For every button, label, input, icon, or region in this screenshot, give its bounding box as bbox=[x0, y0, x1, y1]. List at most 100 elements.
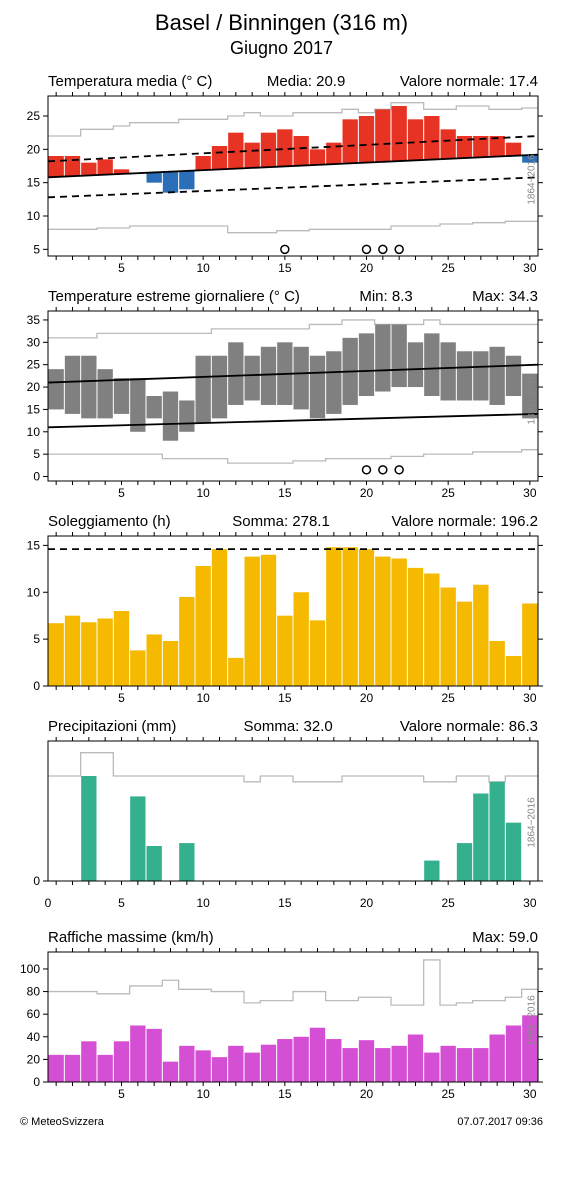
sunshine-bar bbox=[506, 656, 521, 686]
svg-text:25: 25 bbox=[441, 896, 455, 910]
temperature-bar bbox=[212, 146, 227, 169]
temperature-bar bbox=[424, 116, 439, 160]
period-subtitle: Giugno 2017 bbox=[10, 38, 553, 59]
svg-text:15: 15 bbox=[27, 402, 41, 416]
range-bar bbox=[261, 347, 276, 405]
range-bar bbox=[441, 342, 456, 400]
svg-text:25: 25 bbox=[441, 1087, 455, 1100]
precip-bar bbox=[490, 782, 505, 881]
reference-period-label: 1864−2016 bbox=[526, 797, 537, 847]
temperature-mean-chart: 51015202551015202530 bbox=[10, 92, 553, 274]
gust-bar bbox=[343, 1048, 358, 1082]
svg-text:25: 25 bbox=[441, 486, 455, 499]
sunshine-bar bbox=[130, 650, 145, 686]
wind-gust-chart: 02040608010051015202530 bbox=[10, 948, 553, 1100]
temperature-bar bbox=[277, 129, 292, 166]
range-bar bbox=[375, 324, 390, 391]
chart-stat: Valore normale: 86.3 bbox=[400, 718, 538, 735]
sunshine-bar bbox=[147, 634, 162, 686]
chart-block: Temperatura media (° C)Media: 20.9Valore… bbox=[10, 73, 553, 274]
chart-stat: Valore normale: 196.2 bbox=[392, 513, 538, 530]
svg-text:15: 15 bbox=[278, 896, 292, 910]
precipitation-chart: 0051015202530 bbox=[10, 737, 553, 915]
sunshine-bar bbox=[49, 623, 64, 686]
gust-bar bbox=[261, 1045, 276, 1082]
svg-text:35: 35 bbox=[27, 313, 41, 327]
range-bar bbox=[457, 351, 472, 400]
sunshine-bar bbox=[392, 559, 407, 687]
chart-axis-title: Precipitazioni (mm) bbox=[48, 718, 176, 735]
sunshine-bar bbox=[228, 658, 243, 686]
range-bar bbox=[65, 356, 80, 414]
chart-block: Soleggiamento (h)Somma: 278.1Valore norm… bbox=[10, 513, 553, 704]
sunshine-bar bbox=[490, 641, 505, 686]
gust-bar bbox=[326, 1039, 341, 1082]
chart-stat: Max: 34.3 bbox=[472, 288, 538, 305]
gust-bar bbox=[163, 1062, 178, 1082]
sunshine-bar bbox=[326, 547, 341, 686]
gust-bar bbox=[277, 1039, 292, 1082]
svg-text:15: 15 bbox=[27, 538, 41, 552]
range-bar bbox=[294, 347, 309, 410]
chart-stat: Min: 8.3 bbox=[359, 288, 412, 305]
chart-title-row: Precipitazioni (mm)Somma: 32.0Valore nor… bbox=[10, 718, 553, 735]
gust-bar bbox=[212, 1057, 227, 1082]
svg-text:60: 60 bbox=[27, 1007, 41, 1021]
svg-text:5: 5 bbox=[118, 691, 125, 704]
precip-bar bbox=[424, 861, 439, 881]
sunshine-bar bbox=[163, 641, 178, 686]
sunshine-bar bbox=[359, 549, 374, 686]
temperature-bar bbox=[163, 172, 178, 193]
sunshine-bar bbox=[441, 588, 456, 686]
precip-bar bbox=[506, 823, 521, 881]
gust-bar bbox=[228, 1046, 243, 1082]
record-marker-icon bbox=[395, 245, 403, 253]
svg-text:40: 40 bbox=[27, 1030, 41, 1044]
range-bar bbox=[392, 324, 407, 387]
sunshine-bar bbox=[473, 585, 488, 686]
sunshine-bar bbox=[212, 549, 227, 686]
svg-text:20: 20 bbox=[27, 1052, 41, 1066]
range-bar bbox=[49, 369, 64, 409]
record-marker-icon bbox=[363, 245, 371, 253]
generation-timestamp: 07.07.2017 09:36 bbox=[457, 1116, 543, 1128]
record-marker-icon bbox=[379, 245, 387, 253]
precip-bar bbox=[473, 794, 488, 882]
temperature-bar bbox=[196, 156, 211, 170]
svg-text:20: 20 bbox=[360, 896, 374, 910]
svg-text:5: 5 bbox=[33, 632, 40, 646]
gust-bar bbox=[490, 1035, 505, 1082]
temperature-bar bbox=[179, 171, 194, 189]
record-marker-icon bbox=[395, 466, 403, 474]
temperature-bar bbox=[359, 116, 374, 163]
svg-text:10: 10 bbox=[196, 691, 210, 704]
chart-stat: Valore normale: 17.4 bbox=[400, 73, 538, 90]
sunshine-chart: 05101551015202530 bbox=[10, 532, 553, 704]
chart-title-row: Temperature estreme giornaliere (° C)Min… bbox=[10, 288, 553, 305]
temperature-bar bbox=[343, 119, 358, 163]
range-bar bbox=[98, 369, 113, 418]
range-bar bbox=[179, 400, 194, 431]
range-bar bbox=[490, 347, 505, 405]
range-bar bbox=[326, 351, 341, 414]
range-bar bbox=[196, 356, 211, 423]
svg-text:10: 10 bbox=[27, 585, 41, 599]
svg-text:30: 30 bbox=[27, 335, 41, 349]
svg-text:30: 30 bbox=[523, 486, 537, 499]
chart-stat bbox=[341, 929, 345, 946]
gust-bar bbox=[457, 1048, 472, 1082]
chart-axis-title: Soleggiamento (h) bbox=[48, 513, 171, 530]
temperature-extreme-chart: 0510152025303551015202530 bbox=[10, 307, 553, 499]
range-bar bbox=[359, 333, 374, 396]
svg-text:80: 80 bbox=[27, 985, 41, 999]
range-bar bbox=[408, 342, 423, 387]
reference-period-label: 1897−2016 bbox=[526, 374, 537, 424]
precip-bar bbox=[457, 843, 472, 881]
range-bar bbox=[424, 333, 439, 396]
svg-text:10: 10 bbox=[27, 425, 41, 439]
range-bar bbox=[310, 356, 325, 419]
gust-bar bbox=[359, 1040, 374, 1082]
page-header: Basel / Binningen (316 m) Giugno 2017 bbox=[10, 10, 553, 59]
range-bar bbox=[473, 351, 488, 400]
sunshine-bar bbox=[408, 568, 423, 686]
